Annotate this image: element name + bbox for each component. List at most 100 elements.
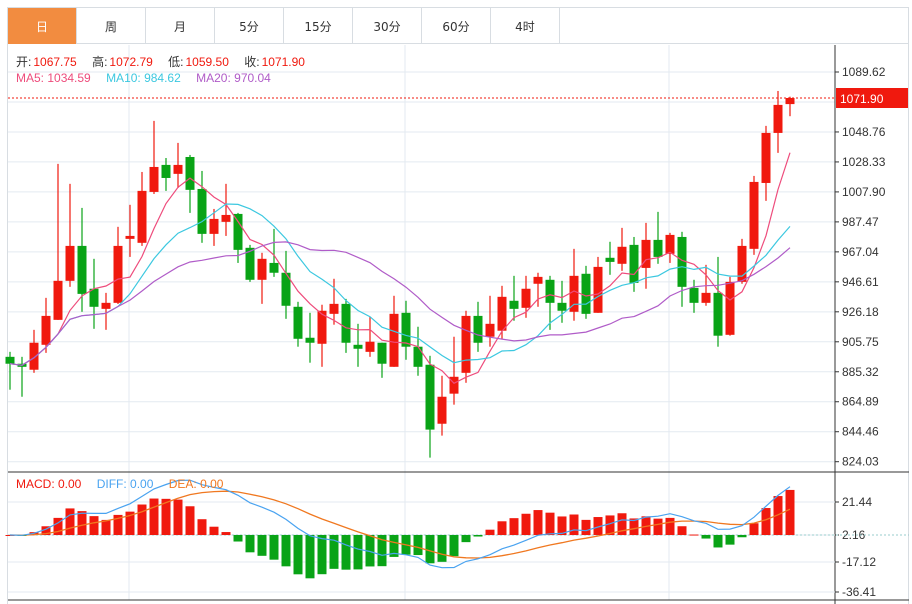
- macd-bar: [101, 519, 111, 535]
- candle-body: [65, 245, 75, 281]
- y-tick-label: 967.04: [842, 245, 879, 259]
- ma-legend: MA5: 1034.59 MA10: 984.62 MA20: 970.04: [16, 71, 273, 85]
- open-label: 开:: [16, 55, 32, 69]
- candle: [653, 211, 663, 264]
- macd-bar: [449, 535, 459, 557]
- macd-bar: [773, 496, 783, 535]
- candle: [137, 171, 147, 246]
- tab-6[interactable]: 60分: [422, 8, 491, 44]
- candle-body: [665, 234, 675, 254]
- ma20-line: [9, 241, 791, 366]
- candle-body: [389, 313, 399, 367]
- candle-body: [101, 302, 111, 309]
- macd-legend: MACD: 0.00 DIFF: 0.00 DEA: 0.00: [16, 477, 225, 491]
- macd-bar: [785, 489, 795, 535]
- candle: [713, 256, 723, 347]
- macd-bar: [329, 535, 339, 569]
- tab-3[interactable]: 5分: [215, 8, 284, 44]
- macd-bar: [737, 535, 747, 538]
- candle-body: [473, 315, 483, 343]
- macd-bar: [749, 523, 759, 535]
- candle-body: [557, 302, 567, 311]
- tab-0[interactable]: 日: [8, 8, 77, 44]
- candle: [173, 142, 183, 188]
- macd-bar: [725, 535, 735, 545]
- candle: [53, 163, 63, 320]
- candle: [533, 272, 543, 307]
- candle: [449, 336, 459, 405]
- diff-value: DIFF: 0.00: [96, 477, 154, 491]
- candle: [485, 295, 495, 347]
- candle: [557, 280, 567, 323]
- candle-body: [353, 344, 363, 349]
- candle-body: [593, 266, 603, 313]
- macd-bar: [257, 535, 267, 556]
- candle: [509, 275, 519, 321]
- macd-y-tick-label: 21.44: [842, 495, 872, 509]
- candle-body: [533, 276, 543, 284]
- candle-body: [149, 166, 159, 192]
- current-price-badge: [836, 88, 908, 109]
- y-tick-label: 885.32: [842, 365, 879, 379]
- candle-body: [5, 356, 15, 364]
- candle: [425, 355, 435, 458]
- y-tick-label: 926.18: [842, 305, 879, 319]
- dea-value: DEA: 0.00: [168, 477, 224, 491]
- macd-bar: [137, 504, 147, 535]
- macd-bar: [233, 535, 243, 542]
- candle-body: [125, 235, 135, 239]
- candle: [197, 170, 207, 243]
- candle: [521, 275, 531, 318]
- candle-body: [365, 341, 375, 352]
- candle: [581, 265, 591, 319]
- tab-4[interactable]: 15分: [284, 8, 353, 44]
- macd-bar: [485, 529, 495, 535]
- candle-body: [725, 281, 735, 335]
- macd-bar: [629, 518, 639, 535]
- candle-body: [221, 214, 231, 222]
- ma10-value: MA10: 984.62: [106, 71, 181, 85]
- candle-body: [77, 245, 87, 294]
- tab-1[interactable]: 周: [77, 8, 146, 44]
- candle-body: [341, 303, 351, 343]
- macd-bar: [389, 535, 399, 557]
- macd-bar: [413, 535, 423, 556]
- candle: [413, 326, 423, 376]
- candle: [365, 316, 375, 357]
- open-value: 1067.75: [33, 55, 77, 69]
- y-tick-label: 1048.76: [842, 125, 886, 139]
- candle: [665, 232, 675, 263]
- tab-7[interactable]: 4时: [491, 8, 560, 44]
- macd-bar: [221, 532, 231, 535]
- y-tick-label: 946.61: [842, 275, 879, 289]
- macd-bar: [65, 508, 75, 535]
- tab-5[interactable]: 30分: [353, 8, 422, 44]
- candle: [209, 208, 219, 246]
- candle: [617, 227, 627, 271]
- y-tick-label: 864.89: [842, 395, 879, 409]
- candle-body: [317, 310, 327, 344]
- candle-body: [581, 273, 591, 314]
- candle-body: [785, 98, 795, 105]
- candle-body: [413, 346, 423, 367]
- candle-body: [29, 342, 39, 370]
- y-tick-label: 1028.33: [842, 155, 886, 169]
- candle: [5, 351, 15, 390]
- macd-bar: [509, 518, 519, 535]
- candle: [497, 285, 507, 339]
- candle: [737, 238, 747, 284]
- macd-bar: [437, 535, 447, 562]
- candle-body: [701, 292, 711, 303]
- candle-body: [185, 156, 195, 190]
- macd-bar: [497, 521, 507, 535]
- macd-bar: [593, 517, 603, 535]
- macd-bar: [281, 535, 291, 567]
- candle-body: [245, 247, 255, 280]
- y-tick-label: 844.46: [842, 425, 879, 439]
- candle: [401, 300, 411, 360]
- tab-2[interactable]: 月: [146, 8, 215, 44]
- candle-body: [173, 164, 183, 174]
- candle-body: [761, 132, 771, 183]
- candle: [41, 297, 51, 353]
